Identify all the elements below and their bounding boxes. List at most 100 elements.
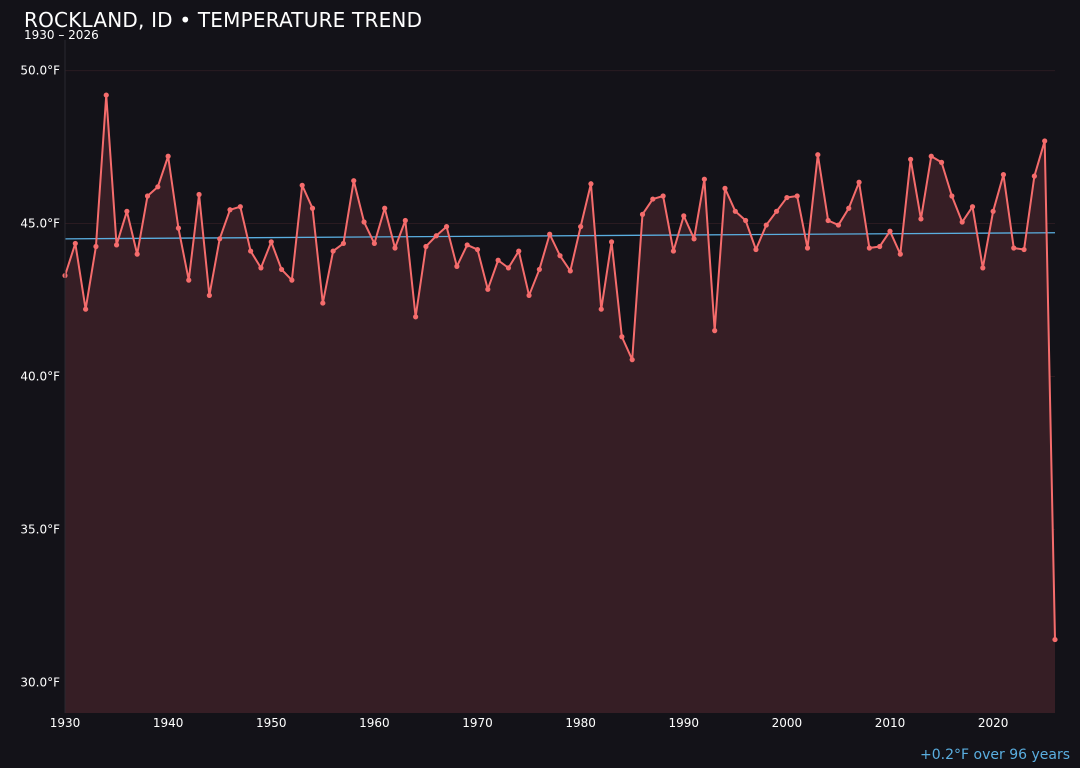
y-tick-label: 35.0°F xyxy=(20,522,60,536)
data-point xyxy=(763,222,769,228)
data-point xyxy=(1042,138,1048,144)
data-point xyxy=(949,193,955,199)
y-tick-label: 30.0°F xyxy=(20,675,60,689)
data-point xyxy=(361,219,367,225)
data-point xyxy=(1011,245,1017,251)
data-point xyxy=(650,196,656,202)
data-point xyxy=(815,152,821,158)
data-point xyxy=(155,184,161,190)
data-point xyxy=(516,248,522,254)
y-tick-label: 40.0°F xyxy=(20,370,60,384)
x-tick-label: 2020 xyxy=(978,716,1009,730)
data-point xyxy=(918,216,924,222)
x-tick-label: 1940 xyxy=(153,716,184,730)
data-point xyxy=(598,306,604,312)
data-point xyxy=(433,233,439,239)
data-point xyxy=(990,208,996,214)
data-point xyxy=(639,211,646,217)
data-point xyxy=(289,277,295,283)
data-point xyxy=(72,240,78,247)
data-point xyxy=(547,231,553,237)
data-point xyxy=(567,268,573,274)
data-point xyxy=(382,205,388,211)
x-tick-label: 1960 xyxy=(359,716,390,730)
data-point xyxy=(93,243,99,250)
data-point xyxy=(423,243,429,250)
data-point xyxy=(773,208,780,214)
x-tick-label: 1930 xyxy=(50,716,81,730)
data-point xyxy=(248,248,254,254)
data-point xyxy=(732,208,738,214)
data-point xyxy=(557,253,563,259)
data-point xyxy=(608,239,615,245)
data-point xyxy=(175,225,182,231)
data-point xyxy=(938,159,945,165)
x-tick-label: 2000 xyxy=(772,716,803,730)
y-tick-label: 45.0°F xyxy=(20,217,60,231)
data-point xyxy=(217,236,223,242)
data-point xyxy=(113,242,120,248)
data-point xyxy=(712,328,718,334)
data-point xyxy=(928,153,934,159)
data-point xyxy=(505,265,512,271)
data-point xyxy=(877,243,883,250)
data-point xyxy=(866,245,872,251)
data-point xyxy=(660,193,666,199)
data-point xyxy=(887,228,893,234)
axes: 30.0°F 35.0°F 40.0°F 45.0°F 50.0°F 1930 1940 19… xyxy=(20,40,1008,730)
data-point xyxy=(299,182,305,188)
data-point xyxy=(959,219,965,225)
data-point xyxy=(186,277,192,283)
trend-note: +0.2°F over 96 years xyxy=(920,747,1070,763)
data-point xyxy=(495,257,501,263)
data-point xyxy=(980,265,986,271)
data-point xyxy=(330,248,336,254)
data-point xyxy=(794,193,800,199)
x-tick-label: 2010 xyxy=(875,716,906,730)
data-point xyxy=(578,224,584,230)
data-point xyxy=(165,153,171,159)
data-point xyxy=(846,205,852,211)
data-point xyxy=(629,357,635,363)
data-point xyxy=(320,300,326,306)
data-point xyxy=(701,176,707,182)
data-point xyxy=(835,222,842,228)
data-point xyxy=(753,246,759,253)
data-point xyxy=(196,191,202,198)
data-point xyxy=(897,251,903,257)
data-point xyxy=(722,185,728,191)
data-point xyxy=(144,193,151,199)
data-point xyxy=(340,240,347,247)
data-point xyxy=(443,224,450,230)
data-point xyxy=(402,217,408,224)
data-point xyxy=(454,263,460,269)
x-tick-label: 1990 xyxy=(668,716,699,730)
data-point xyxy=(1000,172,1007,178)
data-point xyxy=(392,245,398,251)
data-point xyxy=(681,213,687,219)
area-fill xyxy=(65,95,1055,713)
data-point xyxy=(784,194,790,201)
data-point xyxy=(371,240,377,247)
data-point xyxy=(619,334,625,340)
data-point xyxy=(237,204,243,210)
data-point xyxy=(1021,246,1027,253)
area-under-line xyxy=(65,95,1055,713)
data-point xyxy=(278,266,285,273)
chart-subtitle: 1930 – 2026 xyxy=(24,28,99,42)
data-point xyxy=(464,242,470,248)
data-point xyxy=(1031,173,1037,179)
data-point xyxy=(227,207,233,213)
data-points xyxy=(62,92,1058,643)
data-point xyxy=(474,246,481,253)
data-point xyxy=(413,314,419,320)
x-tick-label: 1950 xyxy=(256,716,287,730)
data-point xyxy=(969,204,976,210)
data-point xyxy=(856,179,862,185)
data-point xyxy=(1052,636,1058,643)
data-point xyxy=(134,251,140,257)
data-point xyxy=(536,266,542,273)
data-point xyxy=(825,217,831,224)
data-point xyxy=(206,292,212,299)
